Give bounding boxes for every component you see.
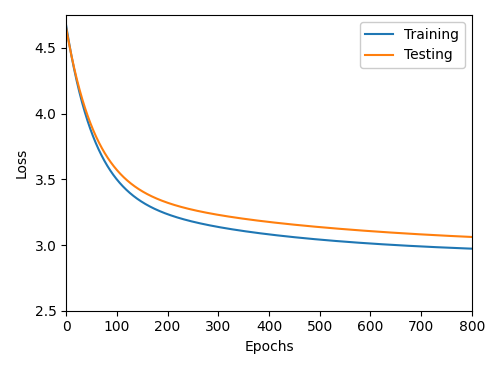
Testing: [63, 26, 69, 30]
Line: Testing: Testing: [66, 28, 472, 237]
Testing: [469, 235, 475, 239]
Testing: [236, 216, 242, 220]
Legend: Training, Testing: Training, Testing: [360, 22, 465, 68]
Training: [63, 23, 69, 28]
Training: [134, 196, 140, 200]
Training: [218, 225, 224, 230]
Training: [110, 171, 116, 176]
Testing: [417, 232, 423, 237]
Training: [236, 228, 242, 232]
Training: [469, 246, 475, 251]
Y-axis label: Loss: Loss: [15, 148, 29, 178]
Testing: [461, 234, 467, 239]
Training: [417, 244, 423, 249]
Testing: [134, 185, 140, 190]
Testing: [110, 162, 116, 167]
Training: [461, 246, 467, 251]
Testing: [218, 213, 224, 218]
Line: Training: Training: [66, 25, 472, 249]
X-axis label: Epochs: Epochs: [244, 340, 294, 354]
